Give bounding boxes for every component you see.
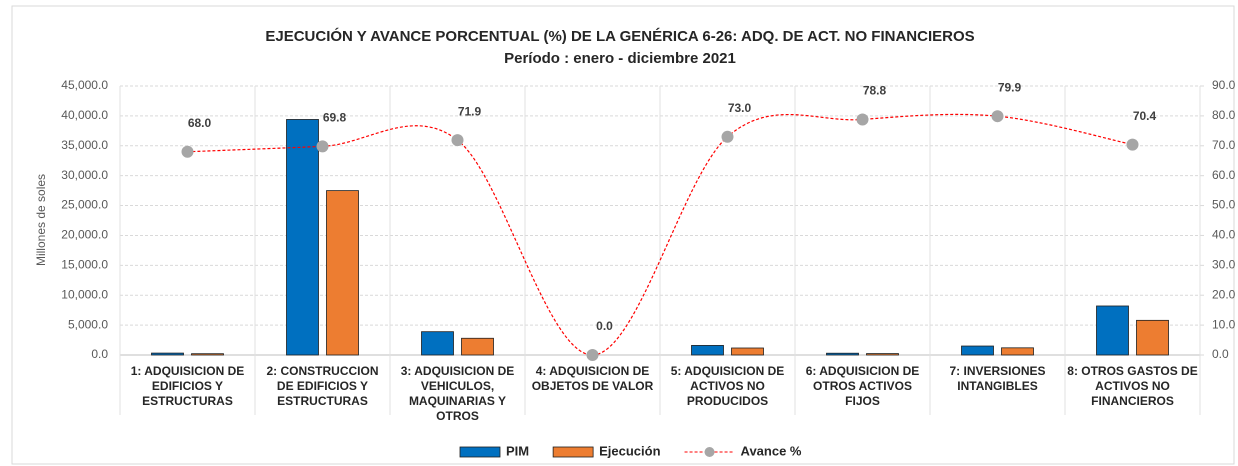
bar (826, 352, 859, 356)
y2-tick-label: 50.0 (1212, 198, 1236, 212)
bar (461, 337, 494, 356)
x-tick-label: 7: INVERSIONES INTANGIBLES (949, 364, 1045, 393)
y2-tick-label: 20.0 (1212, 287, 1236, 301)
bar (1096, 305, 1129, 356)
y-tick-label: 0.0 (91, 347, 108, 361)
line (187, 113, 1133, 356)
x-tick-label: 8: OTROS GASTOS DE ACTIVOS NO FINANCIEROS (1067, 364, 1197, 408)
x-tick-label-line: 4: ADQUISICION DE (536, 364, 650, 378)
x-tick-label-line: 6: ADQUISICION DE (806, 364, 920, 378)
bar (731, 347, 764, 356)
y-tick-label: 5,000.0 (68, 317, 108, 331)
x-tick-label-line: FINANCIEROS (1091, 394, 1174, 408)
bar (1001, 347, 1034, 356)
data-label: 78.8 (863, 84, 887, 98)
marker (856, 113, 869, 126)
bar (191, 353, 224, 356)
x-tick-label: 6: ADQUISICION DE OTROS ACTIVOS FIJOS (806, 364, 920, 408)
bar (326, 190, 359, 356)
x-tick-label-line: 8: OTROS GASTOS DE (1067, 364, 1197, 378)
chart-subtitle: Período : enero - diciembre 2021 (504, 50, 736, 67)
y-tick-label: 35,000.0 (61, 138, 108, 152)
x-tick-label-line: ACTIVOS NO (690, 379, 765, 393)
x-tick-label-line: VEHICULOS, (421, 379, 494, 393)
x-tick-label-line: PRODUCIDOS (687, 394, 768, 408)
x-tick-label-line: OBJETOS DE VALOR (532, 379, 654, 393)
data-label: 73.0 (728, 101, 752, 115)
legend-label: PIM (506, 443, 529, 458)
legend-marker (704, 447, 715, 457)
bar (151, 352, 184, 356)
legend-swatch (459, 446, 501, 458)
marker (1126, 138, 1139, 151)
x-tick-label-line: INTANGIBLES (957, 379, 1037, 393)
x-tick-label: 4: ADQUISICION DE OBJETOS DE VALOR (532, 364, 654, 393)
data-label: 79.9 (998, 80, 1022, 94)
y2-tick-label: 0.0 (1212, 347, 1229, 361)
y2-tick-label: 70.0 (1212, 138, 1236, 152)
y-tick-label: 15,000.0 (61, 258, 108, 272)
y-tick-label: 40,000.0 (61, 108, 108, 122)
legend-label: Ejecución (599, 443, 660, 458)
x-tick-label-line: MAQUINARIAS Y (409, 394, 506, 408)
data-label: 68.0 (188, 116, 212, 130)
marker (721, 130, 734, 143)
bar (421, 331, 454, 356)
x-tick-label-line: ESTRUCTURAS (142, 394, 233, 408)
legend-swatch (552, 446, 594, 458)
y2-tick-label: 80.0 (1212, 108, 1236, 122)
marker (586, 349, 599, 361)
x-tick-label-line: EDIFICIOS Y (152, 379, 223, 393)
marker (316, 140, 329, 153)
x-tick-label-line: ACTIVOS NO (1095, 379, 1170, 393)
x-tick-label: 5: ADQUISICION DE ACTIVOS NO PRODUCIDOS (671, 364, 785, 408)
data-label: 71.9 (458, 104, 482, 118)
x-tick-label-line: DE EDIFICIOS Y (277, 379, 368, 393)
data-label: 69.8 (323, 111, 347, 125)
bar (1136, 319, 1169, 356)
x-tick-label: 2: CONSTRUCCION DE EDIFICIOS Y ESTRUCTURAS (266, 364, 378, 408)
bar (961, 345, 994, 356)
bar (286, 119, 319, 356)
y-tick-label: 10,000.0 (61, 287, 108, 301)
y-axis-title: Millones de soles (34, 174, 48, 266)
x-tick-label: 1: ADQUISICION DE EDIFICIOS Y ESTRUCTURAS (131, 364, 245, 408)
marker (451, 134, 464, 147)
x-tick-label-line: 1: ADQUISICION DE (131, 364, 245, 378)
y2-tick-label: 30.0 (1212, 258, 1236, 272)
y-tick-label: 20,000.0 (61, 228, 108, 242)
x-tick-label: 3: ADQUISICION DE VEHICULOS, MAQUINARIAS Y… (401, 364, 515, 423)
legend-label: Avance % (741, 443, 802, 458)
chart-title: EJECUCIÓN Y AVANCE PORCENTUAL (%) DE LA … (265, 27, 974, 45)
y2-tick-label: 90.0 (1212, 78, 1236, 92)
y-tick-label: 45,000.0 (61, 78, 108, 92)
marker (991, 110, 1004, 123)
marker (181, 145, 194, 158)
y2-tick-label: 40.0 (1212, 228, 1236, 242)
x-tick-label-line: 3: ADQUISICION DE (401, 364, 515, 378)
x-tick-label-line: ESTRUCTURAS (277, 394, 368, 408)
x-tick-label-line: 7: INVERSIONES (949, 364, 1045, 378)
data-label: 0.0 (596, 319, 613, 333)
data-label: 70.4 (1133, 109, 1157, 123)
x-tick-label-line: OTROS (436, 409, 479, 423)
bar (866, 353, 899, 356)
x-tick-label-line: OTROS ACTIVOS (813, 379, 912, 393)
y2-tick-label: 10.0 (1212, 317, 1236, 331)
x-tick-label-line: 5: ADQUISICION DE (671, 364, 785, 378)
x-tick-label-line: FIJOS (845, 394, 880, 408)
y-tick-label: 25,000.0 (61, 198, 108, 212)
y2-tick-label: 60.0 (1212, 168, 1236, 182)
x-tick-label-line: 2: CONSTRUCCION (266, 364, 378, 378)
bar (691, 345, 724, 356)
y-tick-label: 30,000.0 (61, 168, 108, 182)
